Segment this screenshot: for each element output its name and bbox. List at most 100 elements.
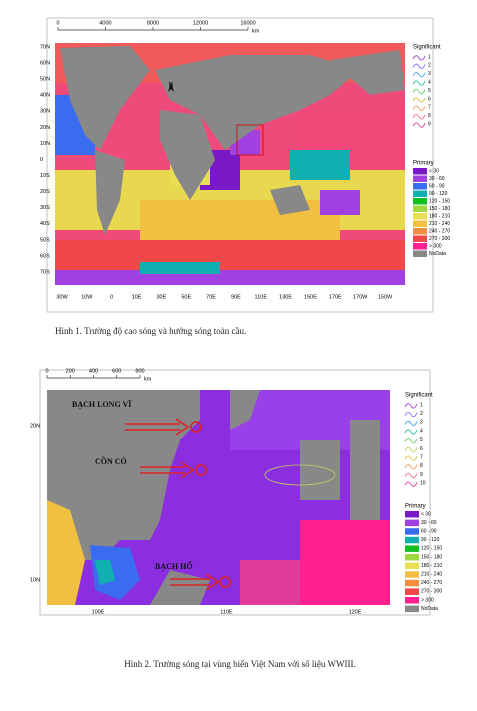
legend-title: Significant [405,393,433,399]
legend-label: 6 [428,96,431,102]
legend-label: 1 [420,402,423,408]
legend-swatch [413,220,427,227]
legend-label: 150 - 180 [429,206,450,212]
caption: Hình 2. Trường sóng tại vùng biển Việt N… [124,659,356,669]
lat-label: 70S [40,269,50,275]
scale-label: 0 [45,368,48,374]
place-label: BẠCH LONG VĨ [72,400,131,409]
legend-label: < 30 [429,168,439,174]
legend-swatch [413,213,427,220]
legend-label: 210 - 240 [421,572,442,578]
legend-swatch [405,605,419,613]
legend-label: 270 - 300 [429,236,450,242]
legend-label: 180 - 210 [429,213,450,219]
lat-label: 60N [40,61,50,67]
lon-label: 130E [279,294,292,300]
legend-swatch [405,597,419,604]
legend-title: Primary [413,161,434,167]
legend-line [404,481,418,487]
lat-label: 10N [30,577,40,583]
legend-label: 5 [428,88,431,94]
legend-line [412,55,426,61]
legend-swatch [413,175,427,182]
legend-swatch [413,168,427,175]
legend-swatch [405,545,419,552]
lat-label: 40N [40,93,50,99]
legend-label: 9 [428,122,431,128]
legend-swatch [413,205,427,212]
lon-label: 100E [92,609,105,615]
legend-swatch [405,536,419,544]
lon-label: 0 [110,294,113,300]
legend-line [412,72,426,78]
legend-label: 4 [428,80,431,86]
legend-label: 30 - 60 [421,520,437,526]
legend-line [404,464,418,470]
legend-swatch [413,243,427,250]
lat-label: 10N [40,141,50,147]
scale-label: 600 [112,368,121,374]
legend-label: > 300 [429,243,442,249]
legend-line [412,63,426,69]
svg-text:N: N [169,83,173,89]
legend-line [404,412,418,418]
lon-label: 10E [132,294,142,300]
scale-label: 16000 [240,20,255,26]
scale-label: 4000 [99,20,111,26]
legend-label: 120 - 150 [421,546,442,552]
arrows [125,418,231,591]
vietnam-map [47,390,390,605]
legend-label: NoData [421,606,438,612]
legend-label: 60 - 90 [421,529,437,535]
lon-label: 70E [206,294,216,300]
legend-line [412,88,426,95]
lat-label: 10S [40,173,50,179]
legend-line [404,446,418,453]
legend-label: 270 - 300 [421,589,442,595]
legend-label: 210 - 240 [429,221,450,227]
scale-unit: km [144,376,152,382]
scale-label: 800 [135,368,144,374]
lon-label: 120E [349,609,362,615]
world-map: N [55,43,405,285]
legend-label: 7 [420,455,423,461]
lat-label: 40S [40,221,50,227]
lon-label: 50E [181,294,191,300]
lat-label: 20N [30,423,40,429]
lon-label: 150E [304,294,317,300]
caption: Hình 1. Trường độ cao sóng và hướng sóng… [55,326,246,336]
legend-line [404,403,418,409]
lat-label: 30N [40,109,50,115]
scale-unit: km [252,28,260,34]
legend-swatch [413,250,427,257]
legend-label: < 30 [421,511,431,517]
legend-line [412,97,426,103]
lon-label: 10W [81,294,93,300]
legend-line [404,420,418,426]
legend-label: 7 [428,105,431,111]
lat-label: 50S [40,237,50,243]
legend-swatch [413,228,427,235]
scale-label: 0 [56,20,59,26]
legend-label: 4 [420,428,423,434]
legend-label: 3 [428,71,431,77]
legend-line [412,114,426,120]
legend-label: 60 - 90 [429,183,445,189]
legend-label: 2 [428,63,431,69]
lon-label: 90E [231,294,241,300]
legend-swatch [413,190,427,197]
legend-line [412,80,426,86]
scale-label: 8000 [147,20,159,26]
legend-label: 10 [420,481,426,487]
lon-label: 170W [353,294,368,300]
lat-label: 30S [40,205,50,211]
legend-line [404,455,418,461]
legend-title: Significant [413,45,441,51]
lat-label: 0 [40,157,43,163]
legend-label: 180 - 210 [421,563,442,569]
scale-label: 200 [66,368,75,374]
lat-label: 20S [40,189,50,195]
legend-label: 8 [420,463,423,469]
lat-label: 60S [40,253,50,259]
legend-swatch [413,235,427,242]
